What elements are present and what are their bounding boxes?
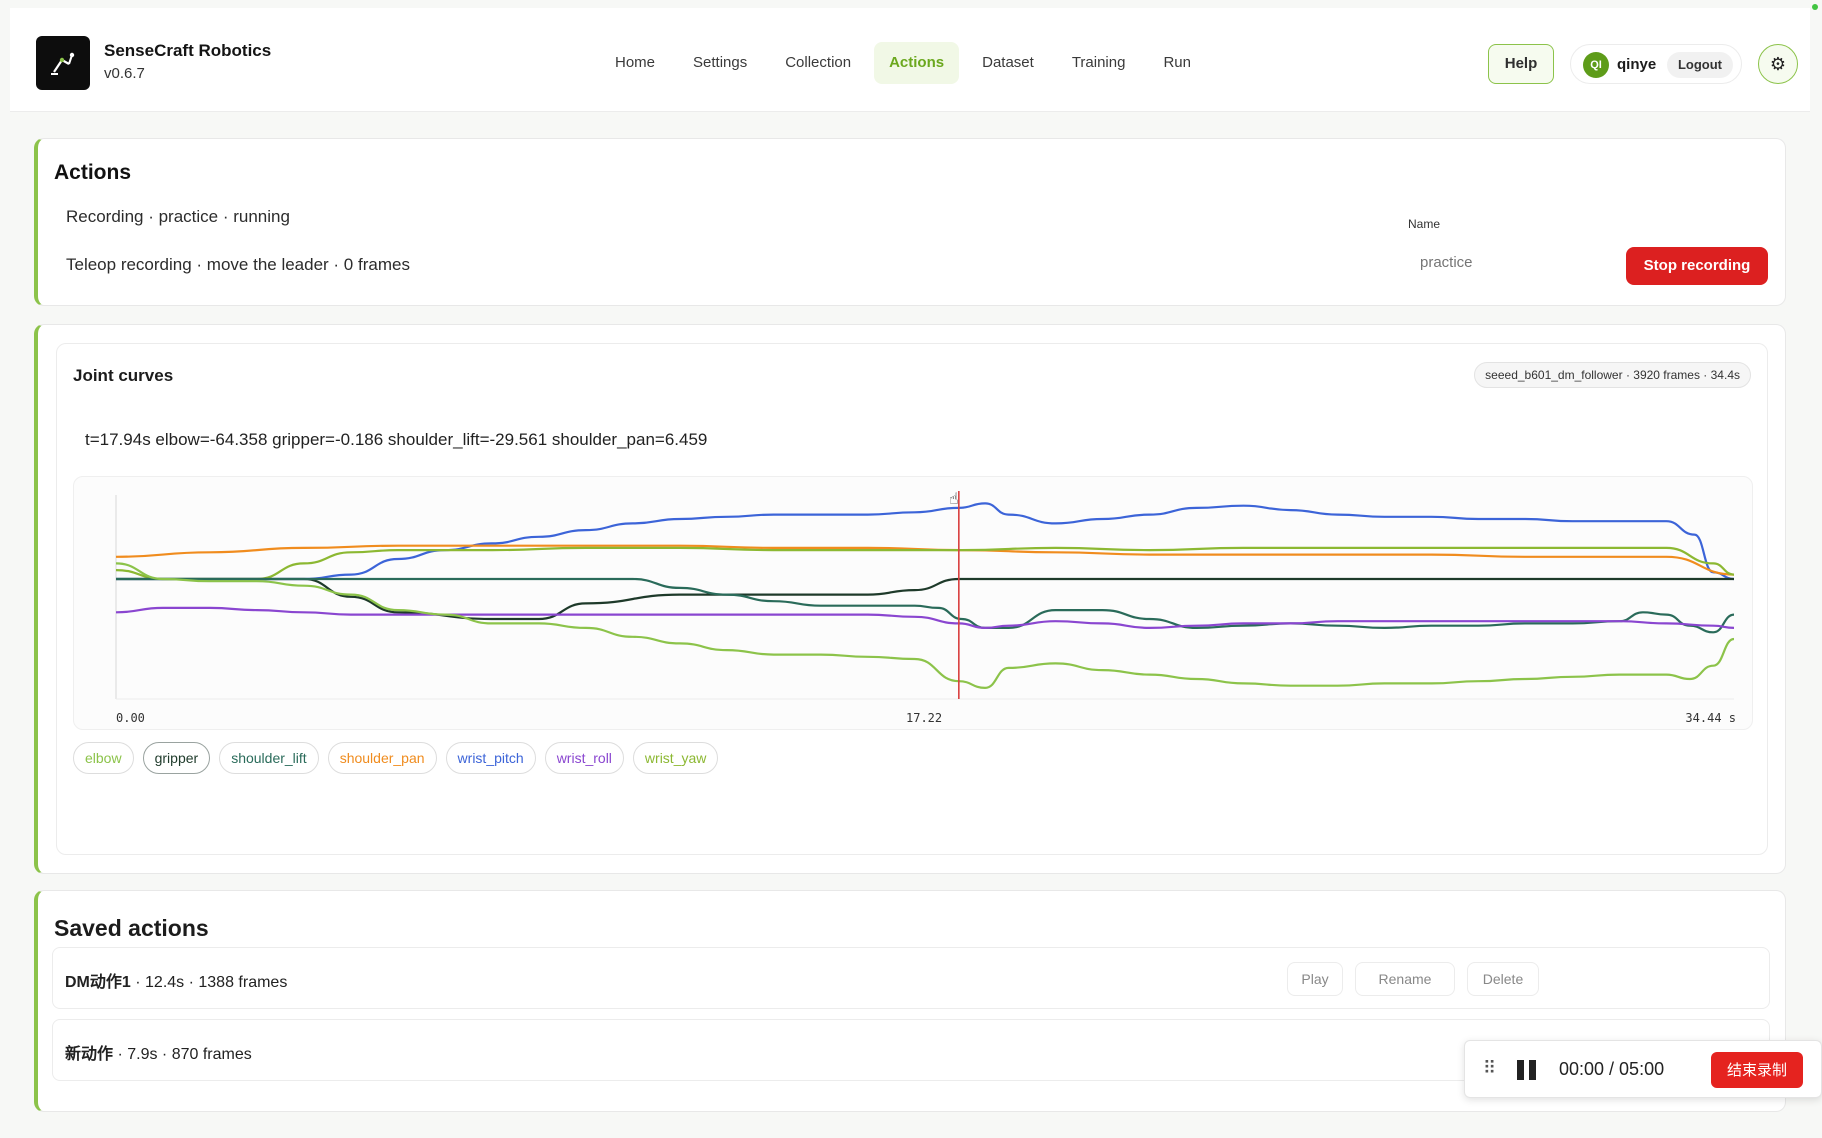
nav-training[interactable]: Training: [1071, 54, 1126, 71]
main-nav: Home Settings Collection Actions Dataset…: [600, 42, 1214, 84]
x-tick-start: 0.00: [116, 711, 145, 725]
legend-wrist-pitch[interactable]: wrist_pitch: [445, 742, 536, 774]
series-line-wrist-pitch: [116, 502, 1735, 581]
nav-dataset[interactable]: Dataset: [982, 54, 1034, 71]
saved-action-meta: · 7.9s · 870 frames: [113, 1046, 252, 1063]
nav-run[interactable]: Run: [1163, 54, 1191, 71]
logout-button[interactable]: Logout: [1667, 52, 1733, 78]
cursor-readout: t=17.94s elbow=-64.358 gripper=-0.186 sh…: [85, 430, 708, 449]
teleop-status: Teleop recording · move the leader · 0 f…: [66, 255, 410, 274]
saved-action-row: DM动作1 · 12.4s · 1388 frames Play Rename …: [52, 947, 1770, 1009]
delete-button[interactable]: Delete: [1467, 962, 1539, 996]
legend-wrist-roll[interactable]: wrist_roll: [544, 742, 624, 774]
play-button[interactable]: Play: [1287, 962, 1343, 996]
nav-actions[interactable]: Actions: [874, 42, 960, 84]
hand-cursor-icon: ☝: [949, 491, 959, 508]
status-dot: [1812, 4, 1818, 10]
nav-home[interactable]: Home: [615, 54, 656, 71]
legend-gripper[interactable]: gripper: [142, 742, 211, 774]
app-logo: [36, 36, 90, 90]
nav-collection[interactable]: Collection: [785, 54, 852, 71]
joint-curves-card: Joint curves seeed_b601_dm_follower · 39…: [34, 324, 1786, 874]
nav-settings[interactable]: Settings: [693, 54, 748, 71]
user-name: qinye: [1617, 56, 1657, 73]
chart-svg[interactable]: 0.00 17.22 34.44 s: [74, 477, 1754, 731]
actions-title: Actions: [54, 161, 132, 184]
series-line-elbow: [115, 562, 1735, 690]
drag-handle-icon[interactable]: ⠿: [1483, 1058, 1496, 1078]
gear-icon: ⚙: [1769, 54, 1787, 74]
end-recording-button[interactable]: 结束录制: [1711, 1052, 1803, 1088]
dataset-badge: seeed_b601_dm_follower · 3920 frames · 3…: [1474, 362, 1751, 388]
series-legend: elbow gripper shoulder_lift shoulder_pan…: [73, 742, 727, 774]
saved-action-info: 新动作 · 7.9s · 870 frames: [65, 1040, 252, 1064]
rename-button[interactable]: Rename: [1355, 962, 1455, 996]
series-line-gripper: [116, 577, 1734, 621]
saved-actions-title: Saved actions: [54, 915, 209, 941]
app-version: v0.6.7: [104, 65, 145, 82]
series-line-shoulder-lift: [116, 577, 1735, 634]
joint-curves-title: Joint curves: [73, 366, 174, 385]
joint-curves-chart[interactable]: 0.00 17.22 34.44 s ☝: [73, 476, 1753, 730]
pause-icon[interactable]: [1517, 1060, 1537, 1080]
action-name-input[interactable]: [1408, 241, 1624, 283]
series-line-wrist-yaw: [115, 546, 1735, 581]
stop-recording-button[interactable]: Stop recording: [1626, 247, 1768, 285]
help-button[interactable]: Help: [1488, 44, 1554, 84]
actions-card: Actions Recording · practice · running T…: [34, 138, 1786, 306]
recording-status: Recording · practice · running: [66, 207, 290, 226]
x-tick-mid: 17.22: [906, 711, 942, 725]
avatar: QI: [1583, 52, 1609, 78]
legend-elbow[interactable]: elbow: [73, 742, 134, 774]
joint-curves-panel: Joint curves seeed_b601_dm_follower · 39…: [56, 343, 1768, 855]
settings-button[interactable]: ⚙: [1758, 44, 1798, 84]
brand-name: SenseCraft Robotics: [104, 41, 272, 60]
recorder-time: 00:00 / 05:00: [1559, 1059, 1665, 1079]
saved-action-info: DM动作1 · 12.4s · 1388 frames: [65, 968, 287, 992]
screen-recorder-bar: ⠿ 00:00 / 05:00 结束录制: [1464, 1040, 1822, 1098]
legend-shoulder-pan[interactable]: shoulder_pan: [327, 742, 437, 774]
saved-action-meta: · 12.4s · 1388 frames: [130, 974, 288, 991]
user-menu: QI qinye Logout: [1570, 44, 1742, 84]
legend-wrist-yaw[interactable]: wrist_yaw: [632, 742, 719, 774]
name-label: Name: [1408, 217, 1441, 231]
saved-action-name: DM动作1: [65, 974, 131, 991]
top-bar: SenseCraft Robotics v0.6.7 Home Settings…: [10, 8, 1810, 112]
legend-shoulder-lift[interactable]: shoulder_lift: [219, 742, 319, 774]
x-tick-end: 34.44 s: [1685, 711, 1736, 725]
saved-action-name: 新动作: [65, 1046, 114, 1063]
robot-arm-icon: [51, 52, 75, 75]
